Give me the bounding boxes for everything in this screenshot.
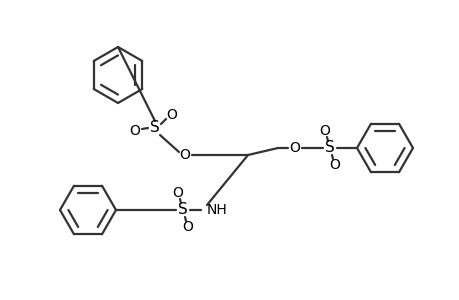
Text: O: O — [289, 141, 300, 155]
Text: NH: NH — [206, 203, 227, 217]
Text: O: O — [129, 124, 140, 138]
Text: O: O — [179, 148, 190, 162]
Text: S: S — [150, 121, 160, 136]
Text: S: S — [178, 202, 187, 217]
Text: O: O — [166, 108, 177, 122]
Text: S: S — [325, 140, 334, 155]
Text: O: O — [182, 220, 193, 234]
Text: O: O — [329, 158, 340, 172]
Text: O: O — [319, 124, 330, 138]
Text: O: O — [172, 186, 183, 200]
